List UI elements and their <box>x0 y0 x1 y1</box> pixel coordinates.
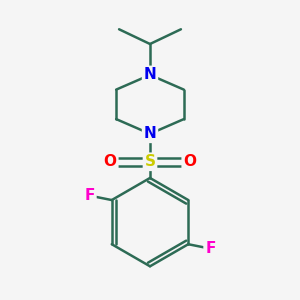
Text: F: F <box>205 241 215 256</box>
Text: O: O <box>104 154 117 169</box>
Text: O: O <box>183 154 196 169</box>
Text: N: N <box>144 68 156 82</box>
Text: S: S <box>145 154 155 169</box>
Text: N: N <box>144 126 156 141</box>
Text: F: F <box>85 188 95 203</box>
